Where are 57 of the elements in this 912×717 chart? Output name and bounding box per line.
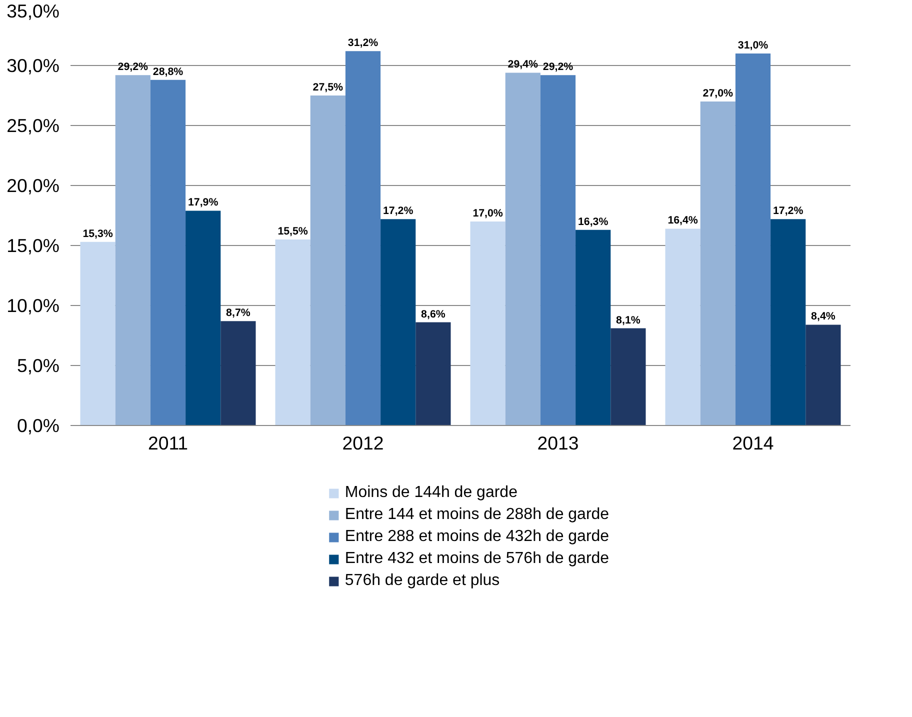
- data-label: 27,0%: [702, 88, 734, 100]
- bar: [416, 322, 451, 426]
- y-tick-label: 35,0%: [6, 0, 60, 22]
- x-tick-label: 2013: [537, 432, 579, 454]
- data-label: 17,9%: [188, 196, 219, 209]
- data-label: 28,8%: [152, 66, 184, 78]
- bar: [310, 96, 346, 426]
- bar: [735, 54, 771, 426]
- bar: [80, 242, 116, 426]
- bar: [806, 324, 841, 426]
- legend-label: Entre 432 et moins de 576h de garde: [344, 550, 610, 568]
- bar: [540, 75, 576, 426]
- y-tick-label: 30,0%: [6, 55, 60, 76]
- bar: [186, 210, 221, 426]
- bar: [150, 80, 186, 426]
- y-tick-label: 25,0%: [6, 115, 60, 136]
- data-label: 16,3%: [578, 216, 609, 228]
- data-label: 8,7%: [226, 307, 251, 320]
- bar: [770, 219, 806, 426]
- data-label: 17,0%: [472, 208, 504, 220]
- bar: [380, 219, 416, 426]
- data-label: 8,6%: [421, 308, 446, 320]
- y-tick-label: 0,0%: [16, 415, 60, 436]
- bar: [220, 321, 256, 426]
- legend-label: Entre 288 et moins de 432h de garde: [344, 528, 610, 546]
- data-label: 27,5%: [312, 82, 344, 94]
- bar: [505, 72, 540, 426]
- data-label: 29,2%: [542, 61, 574, 74]
- legend-label: 576h de garde et plus: [344, 572, 500, 590]
- bar: [470, 222, 506, 426]
- y-tick-label: 10,0%: [6, 295, 60, 316]
- data-label: 31,0%: [738, 40, 769, 52]
- y-tick-label: 20,0%: [6, 175, 60, 196]
- bar: [665, 228, 700, 426]
- data-label: 17,2%: [772, 205, 804, 218]
- data-label: 15,3%: [82, 228, 114, 240]
- data-label: 17,2%: [382, 205, 414, 218]
- bar: [115, 75, 150, 426]
- x-tick-label: 2012: [342, 432, 384, 454]
- data-label: 8,1%: [616, 314, 641, 326]
- legend-label: Entre 144 et moins de 288h de garde: [344, 506, 610, 524]
- data-label: 31,2%: [348, 37, 379, 50]
- data-label: 16,4%: [668, 214, 698, 227]
- data-label: 15,5%: [278, 226, 308, 238]
- x-tick-label: 2014: [732, 432, 774, 454]
- bar: [576, 230, 611, 426]
- bar: [610, 328, 646, 426]
- data-label: 29,2%: [118, 61, 149, 74]
- legend-label: Moins de 144h de garde: [344, 484, 518, 502]
- x-tick-label: 2011: [148, 432, 188, 454]
- data-label: 29,4%: [508, 58, 539, 71]
- y-tick-label: 5,0%: [16, 355, 60, 376]
- bar: [275, 240, 310, 426]
- y-tick-label: 15,0%: [6, 235, 60, 256]
- bar: [700, 102, 736, 426]
- data-label: 8,4%: [811, 310, 836, 323]
- bar: [345, 51, 381, 426]
